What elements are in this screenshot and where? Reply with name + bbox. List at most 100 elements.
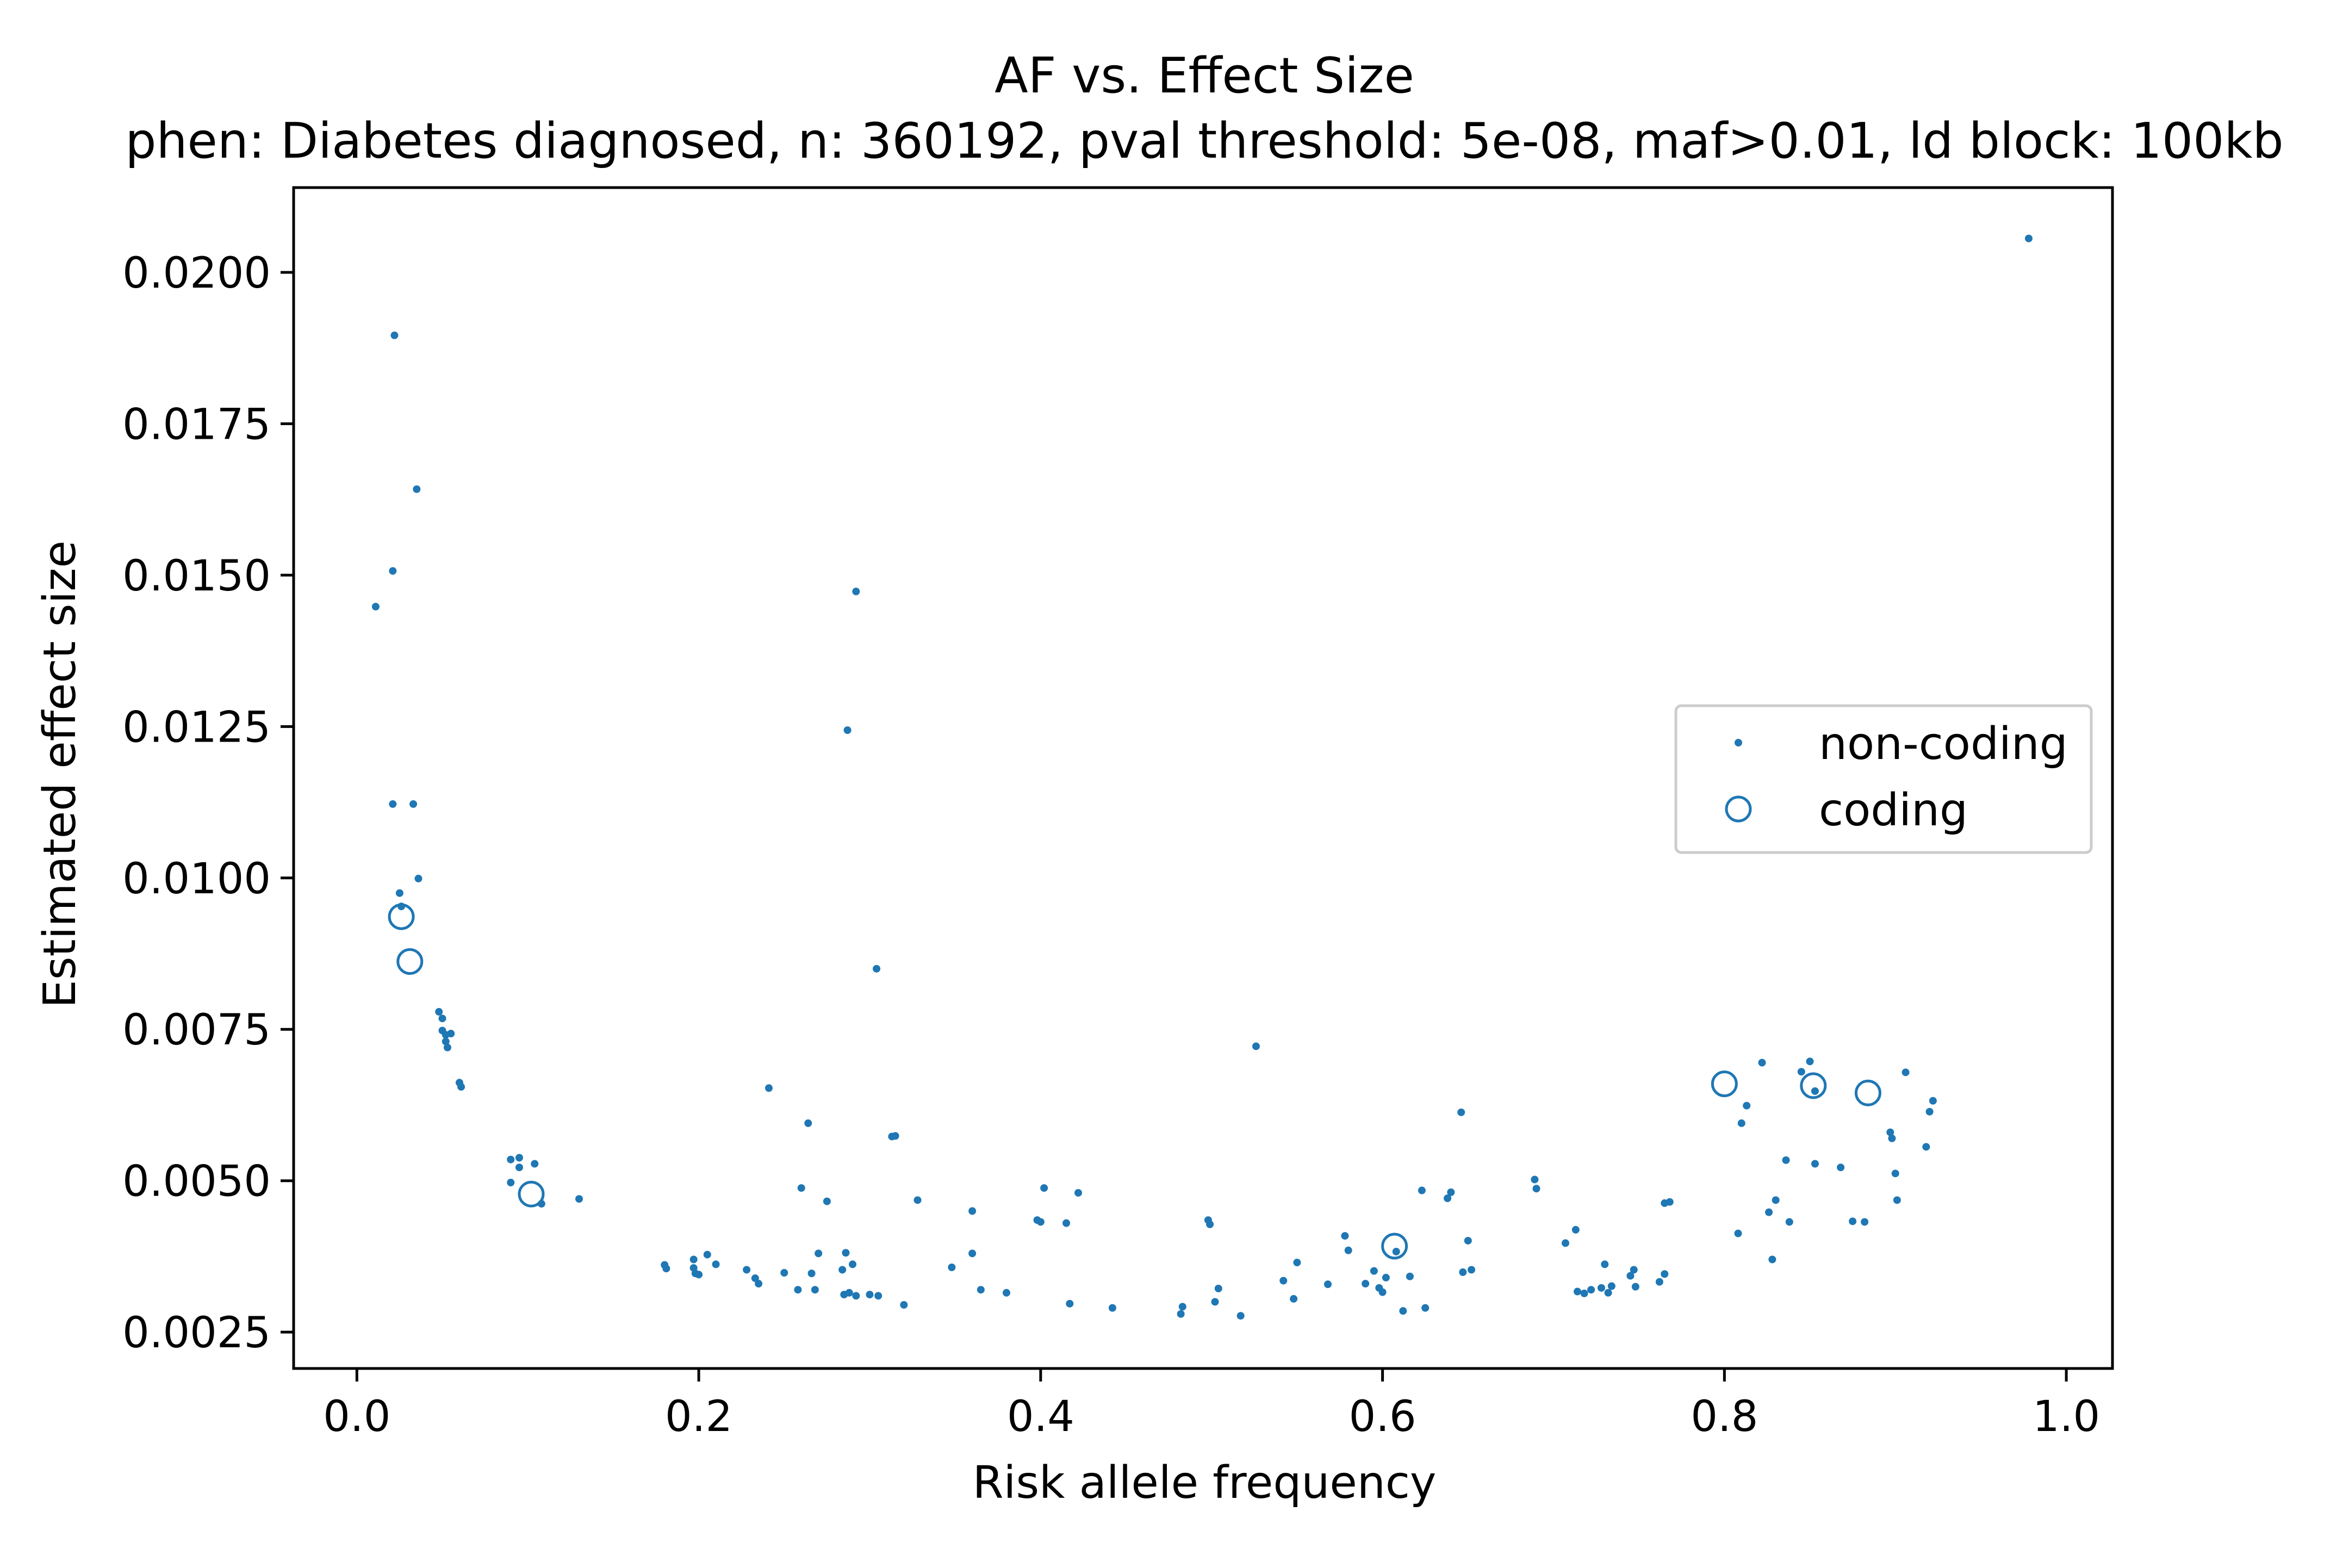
- x-tick-label: 0.4: [1007, 1392, 1074, 1441]
- non-coding-point: [1074, 1189, 1083, 1197]
- non-coding-point: [913, 1196, 922, 1204]
- non-coding-point: [1108, 1304, 1116, 1312]
- non-coding-point: [977, 1286, 985, 1294]
- non-coding-point: [1886, 1128, 1894, 1136]
- non-coding-point: [712, 1260, 720, 1268]
- legend-label-coding: coding: [1819, 785, 1968, 836]
- non-coding-point: [840, 1291, 848, 1299]
- non-coding-point: [443, 1043, 451, 1051]
- plot-area: 0.0 0.2 0.4 0.6 0.8 1.0 0.0025 0.0050 0.0075 0.01…: [122, 186, 2114, 1441]
- non-coding-point: [1421, 1304, 1430, 1312]
- non-coding-point: [1811, 1160, 1819, 1168]
- non-coding-point: [1587, 1286, 1595, 1294]
- non-coding-point: [1598, 1284, 1606, 1292]
- y-tick-label: 0.0150: [122, 552, 271, 601]
- non-coding-point: [1631, 1283, 1639, 1291]
- non-coding-point: [575, 1195, 583, 1203]
- non-coding-point: [1929, 1097, 1937, 1105]
- coding-point: [388, 903, 415, 930]
- coding-point: [518, 1180, 545, 1208]
- legend-marker-non-coding: [1735, 739, 1742, 746]
- non-coding-point: [780, 1269, 788, 1277]
- non-coding-point: [1743, 1102, 1751, 1110]
- non-coding-point: [755, 1280, 763, 1288]
- non-coding-point: [457, 1083, 465, 1091]
- non-coding-point: [1206, 1220, 1214, 1228]
- non-coding-point: [1178, 1303, 1186, 1311]
- y-axis-label: Estimated effect size: [34, 540, 86, 1008]
- y-tick-label: 0.0050: [122, 1158, 271, 1206]
- non-coding-point: [1399, 1307, 1407, 1315]
- non-coding-point: [968, 1207, 977, 1215]
- non-coding-point: [442, 1037, 450, 1046]
- non-coding-point: [414, 874, 422, 882]
- non-coding-point: [662, 1265, 670, 1273]
- non-coding-point: [531, 1160, 539, 1168]
- non-coding-point: [1362, 1280, 1370, 1288]
- non-coding-point: [968, 1249, 977, 1258]
- non-coding-point: [1378, 1288, 1387, 1296]
- non-coding-point: [507, 1179, 515, 1187]
- non-coding-point: [1772, 1196, 1780, 1204]
- non-coding-point: [1002, 1289, 1010, 1297]
- non-coding-point: [447, 1030, 455, 1038]
- non-coding-point: [1459, 1268, 1467, 1276]
- non-coding-point: [515, 1154, 523, 1162]
- y-tick-label: 0.0200: [122, 249, 271, 298]
- x-tick-label: 0.6: [1349, 1392, 1416, 1441]
- non-coding-point: [1888, 1134, 1896, 1142]
- chart-subtitle: phen: Diabetes diagnosed, n: 360192, pva…: [125, 113, 2283, 170]
- non-coding-point: [1323, 1280, 1332, 1289]
- non-coding-point: [1344, 1246, 1352, 1254]
- non-coding-point: [390, 331, 399, 339]
- non-coding-point: [1290, 1295, 1298, 1303]
- non-coding-point: [852, 1292, 860, 1300]
- non-coding-point: [873, 965, 881, 973]
- y-tick-label: 0.0075: [122, 1006, 271, 1055]
- non-coding-point: [1464, 1236, 1472, 1245]
- non-coding-point: [1837, 1163, 1845, 1172]
- non-coding-point: [815, 1249, 823, 1258]
- non-coding-point: [1036, 1218, 1045, 1226]
- non-coding-point: [1457, 1108, 1465, 1116]
- non-coding-point: [1468, 1266, 1476, 1274]
- non-coding-point: [703, 1250, 711, 1259]
- non-coding-point: [409, 800, 418, 808]
- non-coding-point: [1370, 1267, 1378, 1275]
- non-coding-point: [794, 1286, 802, 1294]
- y-tick-label: 0.0025: [122, 1309, 271, 1358]
- x-tick-label: 0.0: [323, 1392, 390, 1441]
- non-coding-point: [811, 1286, 819, 1294]
- non-coding-point: [1891, 1169, 1899, 1178]
- non-coding-point: [891, 1132, 899, 1140]
- non-coding-point: [823, 1197, 831, 1205]
- non-coding-point: [1066, 1299, 1074, 1308]
- non-coding-point: [843, 726, 852, 735]
- non-coding-point: [1806, 1057, 1814, 1066]
- non-coding-point: [1811, 1087, 1819, 1095]
- non-coding-point: [948, 1263, 956, 1271]
- non-coding-point: [1062, 1219, 1070, 1227]
- non-coding-point: [1293, 1259, 1301, 1267]
- plot-frame: [292, 186, 2114, 1370]
- non-coding-point: [849, 1260, 857, 1268]
- non-coding-point: [804, 1119, 812, 1127]
- non-coding-point: [743, 1266, 751, 1274]
- non-coding-point: [435, 1007, 443, 1016]
- non-coding-point: [842, 1249, 850, 1257]
- non-coding-point: [1734, 1229, 1742, 1237]
- x-tick-label: 0.2: [665, 1392, 732, 1441]
- non-coding-point: [507, 1155, 515, 1163]
- non-coding-point: [1406, 1272, 1414, 1280]
- non-coding-point: [1561, 1239, 1569, 1247]
- non-coding-point: [1626, 1272, 1635, 1280]
- non-coding-point: [1661, 1270, 1669, 1278]
- coding-point: [1381, 1233, 1408, 1260]
- coding-point: [1854, 1079, 1881, 1106]
- non-coding-point: [1849, 1217, 1857, 1225]
- x-tick-label: 0.8: [1691, 1392, 1758, 1441]
- legend-label-non-coding: non-coding: [1819, 718, 2068, 770]
- non-coding-point: [1532, 1185, 1540, 1193]
- non-coding-point: [389, 800, 397, 808]
- non-coding-point: [1279, 1277, 1288, 1285]
